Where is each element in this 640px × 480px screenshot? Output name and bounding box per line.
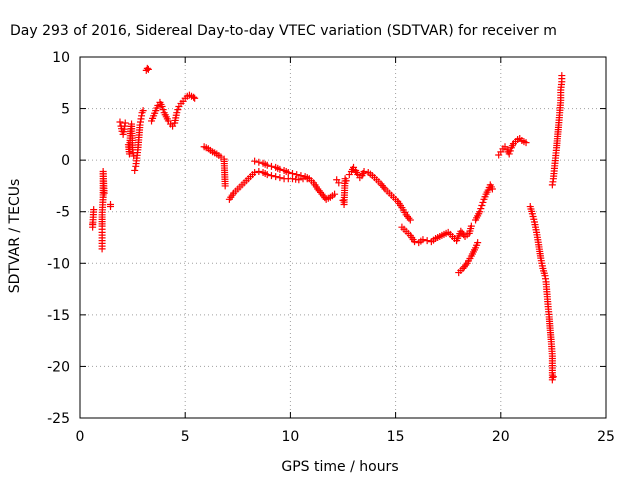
data-point — [411, 238, 419, 246]
data-point — [419, 236, 427, 244]
data-point — [251, 157, 259, 165]
plot-frame — [79, 56, 607, 419]
data-point — [405, 214, 413, 222]
data-point — [144, 65, 152, 73]
y-tick-label: -10 — [47, 256, 70, 272]
data-point — [267, 162, 275, 170]
data-point — [293, 171, 301, 179]
data-point — [505, 150, 513, 158]
data-point — [548, 376, 556, 384]
data-point — [297, 172, 305, 180]
y-tick-label: -20 — [47, 359, 70, 375]
data-points — [89, 64, 566, 384]
data-point — [174, 106, 182, 114]
data-point — [522, 139, 530, 147]
data-point — [190, 93, 198, 101]
chart-title: Day 293 of 2016, Sidereal Day-to-day VTE… — [10, 23, 557, 39]
x-tick-label: 20 — [492, 429, 510, 445]
x-axis-label: GPS time / hours — [281, 459, 398, 475]
data-point — [478, 202, 486, 210]
data-point — [467, 222, 475, 230]
data-point — [462, 261, 470, 269]
data-point — [263, 171, 271, 179]
data-point — [100, 189, 108, 197]
data-point — [159, 106, 167, 114]
data-point — [335, 179, 343, 187]
data-point — [121, 119, 129, 127]
data-point — [107, 200, 115, 208]
y-tick-label: 10 — [52, 50, 70, 66]
y-tick-label: -25 — [47, 411, 70, 427]
data-point — [267, 172, 275, 180]
data-point — [289, 170, 297, 178]
data-point — [558, 72, 566, 80]
gridlines — [80, 57, 606, 418]
data-point — [380, 183, 388, 191]
data-point — [479, 198, 487, 206]
data-point — [251, 169, 259, 177]
x-tick-label: 10 — [281, 429, 299, 445]
data-point — [331, 190, 339, 198]
data-point — [255, 167, 263, 175]
y-tick-label: 5 — [61, 102, 70, 118]
data-point — [90, 206, 98, 214]
data-point — [221, 182, 229, 190]
data-point — [276, 165, 284, 173]
data-point — [474, 239, 482, 247]
x-tick-label: 15 — [387, 429, 405, 445]
data-point — [143, 64, 151, 72]
y-tick-label: -15 — [47, 308, 70, 324]
data-point — [139, 107, 147, 115]
data-point — [476, 208, 484, 216]
data-point — [506, 147, 514, 155]
data-point — [173, 109, 181, 117]
x-axis-ticks: 0 5 10 15 20 25 — [76, 57, 615, 445]
data-point — [477, 205, 485, 213]
y-axis-ticks: 10 5 0 -5 -10 -15 -20 -25 — [47, 50, 606, 427]
data-point — [423, 237, 431, 245]
y-axis-label: SDTVAR / TECUs — [7, 179, 23, 294]
data-point — [284, 169, 292, 177]
data-point — [360, 167, 368, 175]
data-point — [406, 216, 414, 224]
data-point — [272, 173, 280, 181]
data-point — [255, 158, 263, 166]
data-point — [488, 185, 496, 193]
data-point — [295, 176, 303, 184]
data-point — [158, 103, 166, 111]
data-point — [131, 166, 139, 174]
data-point — [116, 118, 124, 126]
data-point — [549, 373, 557, 381]
data-point — [191, 94, 199, 102]
y-tick-label: 0 — [61, 153, 70, 169]
data-point — [276, 174, 284, 182]
x-tick-label: 5 — [181, 429, 190, 445]
x-tick-label: 25 — [597, 429, 615, 445]
y-tick-label: -5 — [56, 205, 70, 221]
data-point — [342, 177, 350, 185]
x-tick-label: 0 — [76, 429, 85, 445]
data-point — [263, 161, 271, 169]
